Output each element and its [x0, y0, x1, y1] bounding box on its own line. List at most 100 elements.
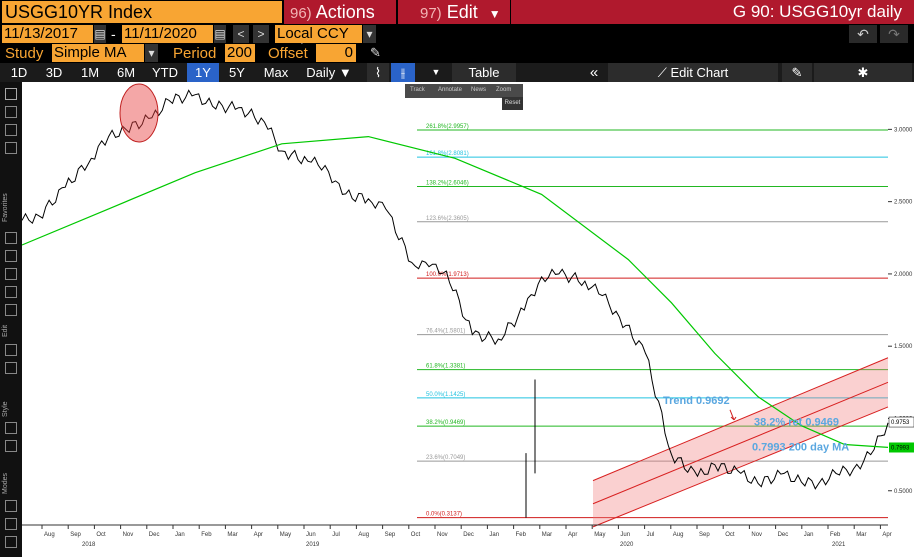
reset-button[interactable]: Reset: [502, 97, 523, 110]
fib-level-label: 38.2%(0.9469): [426, 420, 465, 426]
collapse-icon[interactable]: «: [589, 64, 599, 81]
x-axis-month-label: Dec: [778, 532, 789, 538]
edit-chart-button[interactable]: ⟋ Edit Chart: [608, 63, 778, 82]
chart-edit-icon: ⟋: [657, 65, 667, 80]
x-axis-year-label: 2020: [620, 542, 634, 548]
edit-number: 97): [420, 5, 442, 22]
x-axis-month-label: Aug: [44, 532, 55, 538]
color-tool-icon[interactable]: [5, 422, 17, 434]
undo-icon[interactable]: ↶: [849, 25, 877, 43]
eraser-tool-icon[interactable]: [5, 362, 17, 374]
edit-menu-button[interactable]: 97) Edit ▼: [398, 0, 510, 24]
period-input[interactable]: 200: [225, 44, 255, 62]
study-select[interactable]: Simple MA: [52, 44, 144, 62]
x-axis-month-label: Feb: [830, 532, 841, 538]
ticker-field[interactable]: USGG10YR Index: [2, 1, 282, 23]
channel-tool-icon[interactable]: [5, 268, 17, 280]
red-arrow-icon: [729, 409, 737, 421]
bar-chart-icon[interactable]: ⫲: [391, 63, 415, 82]
top-bar: USGG10YR Index 96) Actions ▼ 97) Edit ▼ …: [0, 0, 914, 47]
prev-period-button[interactable]: <: [233, 25, 249, 43]
next-period-button[interactable]: >: [253, 25, 269, 43]
x-axis-month-label: Nov: [751, 532, 762, 538]
calendar-icon[interactable]: ▤: [94, 25, 106, 43]
chevron-down-icon[interactable]: ▾: [145, 44, 158, 62]
offset-input[interactable]: 0: [316, 44, 356, 62]
ellipse-tool-icon[interactable]: [5, 304, 17, 316]
y-axis-label: 0.5000: [894, 489, 913, 495]
modes-label: Modes: [2, 472, 9, 494]
chart-canvas: 261.8%(2.9957) 161.8%(2.8081) 138.2%(2.604…: [21, 83, 914, 548]
date-separator: -: [111, 26, 116, 42]
fib-level-label: 0.0%(0.3137): [426, 512, 462, 518]
channel-mid-line: [592, 381, 889, 505]
line-tool-icon[interactable]: [5, 124, 17, 136]
favorites-label: Favorites: [2, 193, 9, 222]
chart-toolbar: 1D 3D 1M 6M YTD 1Y 5Y Max Daily ▼ ⌇ ⫲ ▼ …: [0, 63, 914, 82]
magnet-icon[interactable]: [5, 500, 17, 512]
chevron-down-icon[interactable]: ▾: [363, 25, 376, 43]
style-label: Style: [2, 401, 9, 417]
range-1y-button[interactable]: 1Y: [187, 63, 219, 82]
settings-gear-icon[interactable]: ✱: [814, 63, 912, 82]
edit-side-label: Edit: [2, 324, 9, 337]
start-date-field[interactable]: 11/13/2017: [2, 25, 93, 43]
text-tool-icon[interactable]: [5, 142, 17, 154]
range-1d-button[interactable]: 1D: [10, 65, 28, 80]
lock-icon[interactable]: [5, 518, 17, 530]
channel-lower-line: [592, 406, 889, 528]
arrow-tool-icon[interactable]: [5, 344, 17, 356]
frequency-select[interactable]: Daily ▼: [306, 65, 352, 80]
annotate-icon[interactable]: ✎: [782, 63, 812, 82]
x-axis-year-label: 2018: [82, 542, 96, 548]
annotate-button[interactable]: Annotate: [438, 87, 463, 93]
range-1m-button[interactable]: 1M: [80, 65, 100, 80]
actions-number: 96): [290, 5, 312, 22]
highlight-circle: [119, 83, 159, 143]
zoom-button[interactable]: Zoom: [496, 87, 512, 93]
x-axis-month-label: Nov: [437, 532, 448, 538]
x-axis-month-label: Sep: [70, 532, 81, 538]
range-max-button[interactable]: Max: [263, 65, 289, 80]
range-6m-button[interactable]: 6M: [116, 65, 136, 80]
track-button[interactable]: Track: [410, 87, 425, 93]
x-axis-month-label: Mar: [227, 532, 237, 538]
trend-tool-icon[interactable]: [5, 232, 17, 244]
y-axis-label: 2.5000: [894, 200, 913, 206]
x-axis-month-label: Oct: [725, 532, 735, 538]
moving-average-line: [21, 135, 889, 448]
x-axis-month-label: Dec: [463, 532, 474, 538]
cursor-icon[interactable]: [5, 88, 17, 100]
trash-icon[interactable]: [5, 536, 17, 548]
x-axis-month-label: Jan: [175, 532, 185, 538]
redo-icon[interactable]: ↷: [880, 25, 908, 43]
range-3d-button[interactable]: 3D: [45, 65, 63, 80]
x-axis-month-label: Apr: [254, 532, 263, 538]
currency-select[interactable]: Local CCY: [275, 25, 362, 43]
price-chart[interactable]: 261.8%(2.9957) 161.8%(2.8081) 138.2%(2.604…: [21, 82, 914, 557]
fib-level-label: 123.6%(2.3605): [426, 216, 469, 222]
x-axis-month-label: Sep: [699, 532, 710, 538]
fib-tool-icon[interactable]: [5, 250, 17, 262]
price-series-line: [21, 89, 889, 490]
range-5y-button[interactable]: 5Y: [229, 65, 245, 80]
x-axis-month-label: Jun: [306, 532, 316, 538]
x-axis-month-label: Mar: [856, 532, 866, 538]
rect-tool-icon[interactable]: [5, 286, 17, 298]
actions-menu-button[interactable]: 96) Actions ▼: [284, 0, 396, 47]
calendar-icon[interactable]: ▤: [214, 25, 226, 43]
news-button[interactable]: News: [471, 87, 487, 93]
pencil-icon[interactable]: ✎: [370, 45, 381, 60]
crosshair-icon[interactable]: [5, 106, 17, 118]
fib-level-label: 138.2%(2.6046): [426, 181, 469, 187]
last-price-tag: [888, 416, 914, 428]
ma-price-label: 0.7993: [891, 445, 910, 451]
range-ytd-button[interactable]: YTD: [152, 65, 178, 80]
mini-toolbar: Track Annotate News Zoom: [405, 84, 523, 98]
line-chart-icon[interactable]: ⌇: [367, 63, 389, 82]
width-tool-icon[interactable]: [5, 440, 17, 452]
table-button[interactable]: Table: [452, 63, 516, 82]
chevron-down-icon[interactable]: ▼: [431, 67, 441, 77]
y-axis-label: 1.5000: [894, 344, 913, 350]
end-date-field[interactable]: 11/11/2020: [122, 25, 213, 43]
